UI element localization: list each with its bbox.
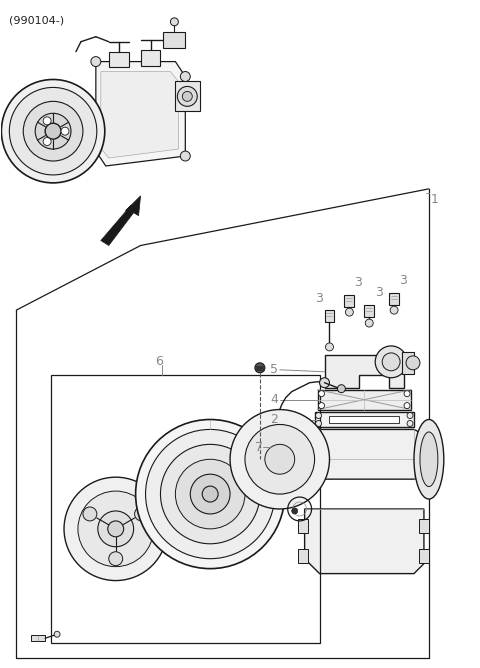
Circle shape: [337, 385, 346, 393]
Bar: [344, 295, 354, 307]
Circle shape: [255, 363, 265, 373]
Text: 3: 3: [375, 286, 383, 299]
Text: 6: 6: [156, 355, 163, 368]
Text: 2: 2: [270, 413, 278, 426]
Text: 3: 3: [354, 276, 362, 289]
Circle shape: [190, 474, 230, 514]
Circle shape: [64, 477, 168, 580]
Circle shape: [404, 403, 410, 409]
Circle shape: [245, 424, 314, 494]
Polygon shape: [96, 61, 185, 166]
Circle shape: [23, 102, 83, 161]
Circle shape: [91, 146, 101, 156]
Circle shape: [230, 409, 329, 509]
Circle shape: [180, 151, 190, 161]
Circle shape: [202, 486, 218, 502]
Bar: [402, 352, 414, 374]
Text: 4: 4: [270, 393, 278, 406]
Polygon shape: [101, 196, 141, 246]
Polygon shape: [324, 355, 404, 387]
Circle shape: [170, 18, 179, 26]
Text: 7: 7: [255, 441, 263, 454]
Bar: [419, 548, 429, 562]
Circle shape: [145, 430, 275, 558]
Bar: [31, 635, 45, 641]
Bar: [298, 519, 308, 533]
Circle shape: [315, 413, 322, 419]
Circle shape: [83, 507, 97, 521]
Circle shape: [1, 79, 105, 183]
Circle shape: [134, 507, 148, 521]
Bar: [419, 430, 429, 444]
Circle shape: [319, 391, 324, 397]
Circle shape: [35, 114, 71, 149]
Polygon shape: [305, 509, 424, 574]
Circle shape: [390, 306, 398, 314]
Polygon shape: [329, 415, 399, 424]
Circle shape: [320, 377, 329, 387]
Bar: [141, 49, 160, 65]
Polygon shape: [318, 389, 411, 409]
Circle shape: [315, 420, 322, 426]
Circle shape: [61, 127, 69, 135]
Ellipse shape: [414, 420, 444, 499]
Circle shape: [108, 521, 124, 537]
Polygon shape: [305, 430, 424, 479]
Circle shape: [91, 57, 101, 67]
Bar: [364, 305, 374, 317]
Circle shape: [407, 413, 413, 419]
Polygon shape: [101, 71, 179, 158]
Bar: [419, 465, 429, 479]
Circle shape: [292, 508, 298, 514]
Circle shape: [54, 631, 60, 637]
Circle shape: [43, 138, 51, 146]
Circle shape: [319, 403, 324, 409]
Circle shape: [136, 420, 285, 568]
Circle shape: [375, 346, 407, 377]
Bar: [51, 375, 320, 643]
Bar: [389, 293, 399, 305]
Circle shape: [9, 88, 97, 175]
Bar: [298, 469, 308, 483]
Circle shape: [43, 117, 51, 125]
Bar: [298, 442, 308, 456]
Circle shape: [265, 444, 295, 474]
Circle shape: [175, 460, 245, 529]
Bar: [164, 32, 185, 47]
Circle shape: [98, 511, 133, 547]
Circle shape: [180, 71, 190, 81]
Text: (990104-): (990104-): [9, 16, 64, 26]
Circle shape: [178, 86, 197, 106]
Text: 3: 3: [399, 274, 407, 287]
Bar: [256, 366, 264, 370]
Circle shape: [78, 491, 154, 566]
Bar: [419, 519, 429, 533]
Circle shape: [407, 420, 413, 426]
Bar: [109, 51, 129, 67]
Circle shape: [45, 123, 61, 139]
Circle shape: [365, 319, 373, 327]
Polygon shape: [314, 411, 414, 428]
Bar: [175, 81, 200, 112]
Text: 3: 3: [315, 292, 324, 305]
Circle shape: [182, 92, 192, 102]
Circle shape: [325, 343, 334, 351]
Circle shape: [160, 444, 260, 544]
Circle shape: [406, 356, 420, 370]
Ellipse shape: [420, 432, 438, 486]
Circle shape: [346, 308, 353, 316]
Bar: [324, 310, 335, 322]
Circle shape: [109, 552, 123, 566]
Circle shape: [404, 391, 410, 397]
Text: 5: 5: [270, 363, 278, 376]
Bar: [298, 548, 308, 562]
Circle shape: [382, 353, 400, 371]
Text: 1: 1: [431, 193, 439, 206]
